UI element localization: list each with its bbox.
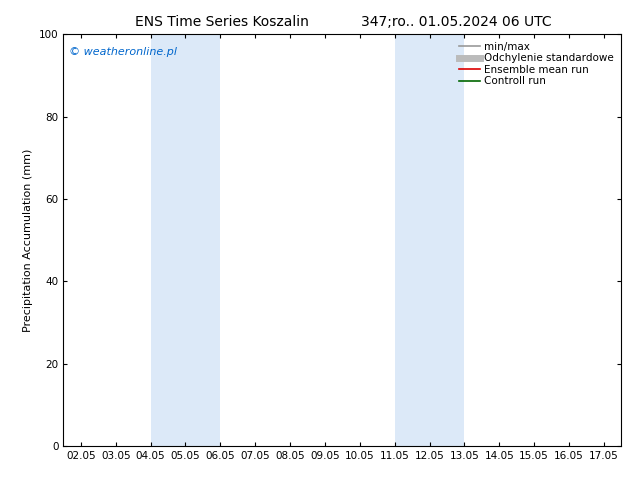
Text: 347;ro.. 01.05.2024 06 UTC: 347;ro.. 01.05.2024 06 UTC bbox=[361, 15, 552, 29]
Legend: min/max, Odchylenie standardowe, Ensemble mean run, Controll run: min/max, Odchylenie standardowe, Ensembl… bbox=[457, 40, 616, 88]
Bar bbox=[150, 34, 221, 446]
Y-axis label: Precipitation Accumulation (mm): Precipitation Accumulation (mm) bbox=[23, 148, 34, 332]
Text: © weatheronline.pl: © weatheronline.pl bbox=[69, 47, 177, 57]
Bar bbox=[394, 34, 464, 446]
Text: ENS Time Series Koszalin: ENS Time Series Koszalin bbox=[135, 15, 309, 29]
